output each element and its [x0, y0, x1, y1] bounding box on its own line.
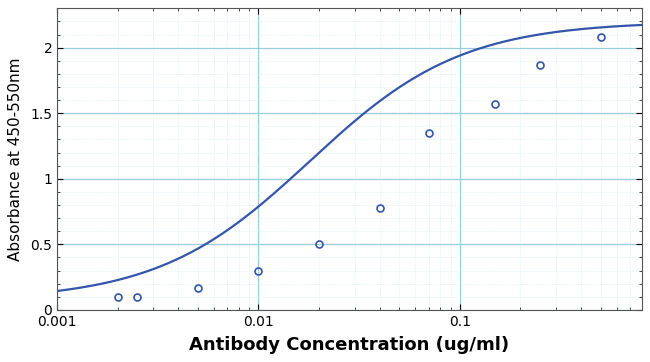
Y-axis label: Absorbance at 450-550nm: Absorbance at 450-550nm	[8, 57, 23, 261]
X-axis label: Antibody Concentration (ug/ml): Antibody Concentration (ug/ml)	[189, 336, 510, 354]
